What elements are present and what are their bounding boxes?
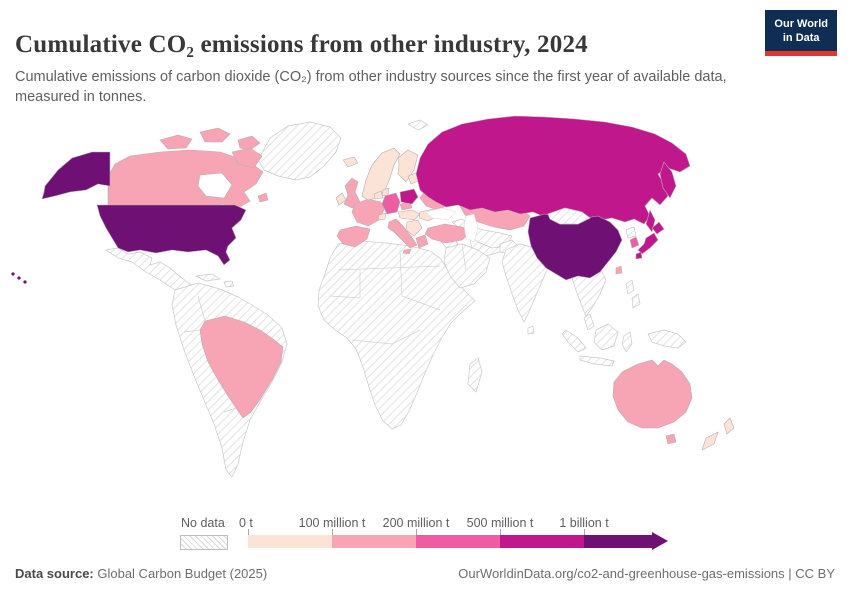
- country-germany[interactable]: [381, 192, 401, 215]
- legend-tickmark: [248, 529, 249, 535]
- country-switzerland[interactable]: [377, 212, 387, 221]
- country-svalbard[interactable]: [407, 119, 429, 131]
- black-sea: [425, 207, 457, 221]
- country-france[interactable]: [351, 198, 385, 227]
- country-russia-sakhalin[interactable]: [645, 209, 656, 233]
- map-layer: [11, 115, 735, 478]
- country-hawaii-3[interactable]: [23, 280, 27, 284]
- country-mongolia-overlay[interactable]: [547, 207, 591, 225]
- country-canada-newfoundland[interactable]: [257, 192, 269, 203]
- legend-tickmark: [332, 529, 333, 535]
- island-borneo[interactable]: [593, 323, 619, 351]
- legend-no-data-swatch[interactable]: [180, 535, 228, 550]
- country-ireland[interactable]: [335, 192, 347, 206]
- country-sicily[interactable]: [402, 248, 412, 255]
- island-sumatra[interactable]: [561, 329, 587, 353]
- legend-swatch-bin2[interactable]: [416, 535, 500, 548]
- country-hawaii-2[interactable]: [17, 276, 21, 280]
- country-philippines[interactable]: [625, 279, 635, 295]
- country-new-zealand-north[interactable]: [723, 417, 735, 435]
- country-south-korea[interactable]: [629, 236, 640, 249]
- africa-borders: [329, 249, 441, 345]
- legend-swatch-bin4[interactable]: [584, 535, 652, 548]
- country-canada-arctic-1[interactable]: [159, 134, 193, 150]
- data-source: Data source: Global Carbon Budget (2025): [15, 566, 267, 581]
- region-africa[interactable]: [317, 240, 476, 430]
- country-australia[interactable]: [612, 359, 693, 429]
- country-canada-baffin[interactable]: [231, 147, 263, 169]
- country-greenland[interactable]: [257, 121, 342, 181]
- island-new-guinea[interactable]: [647, 329, 687, 349]
- owid-logo-line1: Our World: [774, 18, 828, 30]
- country-japan-hokkaido[interactable]: [651, 221, 665, 235]
- country-austria-hungary[interactable]: [397, 209, 421, 221]
- legend-tick-3: 500 million t: [466, 516, 534, 530]
- arabia-borders: [461, 243, 467, 271]
- region-arabia[interactable]: [443, 243, 491, 289]
- attribution-link[interactable]: OurWorldinData.org/co2-and-greenhouse-ga…: [458, 566, 835, 581]
- country-greece[interactable]: [415, 234, 429, 249]
- country-japan-honshu[interactable]: [637, 232, 659, 255]
- country-russia[interactable]: [415, 115, 691, 225]
- country-hispaniola[interactable]: [223, 280, 235, 288]
- country-united-states[interactable]: [96, 204, 247, 266]
- legend-tickmark: [416, 529, 417, 535]
- country-russia-kamchatka[interactable]: [659, 161, 677, 199]
- country-taiwan[interactable]: [615, 265, 623, 275]
- legend-tickmark: [584, 529, 585, 535]
- legend-tick-2: 200 million t: [382, 516, 450, 530]
- country-alaska[interactable]: [41, 151, 111, 200]
- country-tasmania[interactable]: [665, 433, 677, 445]
- map-legend: No data 0 t 100 million t 200 million t …: [0, 512, 850, 556]
- caspian-sea: [463, 213, 479, 243]
- owid-logo[interactable]: Our World in Data: [765, 10, 837, 56]
- country-new-zealand-south[interactable]: [701, 431, 719, 451]
- legend-swatch-bin1[interactable]: [332, 535, 416, 548]
- data-source-label: Data source:: [15, 566, 94, 581]
- legend-tickmark: [500, 529, 501, 535]
- country-canada-arctic-3[interactable]: [237, 135, 261, 151]
- legend-no-data-label: No data: [181, 516, 225, 530]
- country-sri-lanka[interactable]: [527, 325, 535, 335]
- legend-swatch-bin0[interactable]: [248, 535, 332, 548]
- page-title: Cumulative CO₂ emissions from other indu…: [15, 30, 588, 58]
- chart-subtitle: Cumulative emissions of carbon dioxide (…: [15, 68, 727, 105]
- country-brazil[interactable]: [199, 315, 284, 419]
- country-benelux[interactable]: [373, 190, 384, 200]
- country-iceland[interactable]: [342, 156, 359, 168]
- country-spain[interactable]: [336, 225, 371, 248]
- island-sulawesi[interactable]: [621, 331, 633, 353]
- country-poland[interactable]: [399, 188, 419, 205]
- country-north-korea[interactable]: [625, 226, 637, 239]
- region-malay-peninsula[interactable]: [583, 313, 595, 331]
- country-balkans[interactable]: [405, 219, 423, 237]
- island-java[interactable]: [579, 355, 615, 367]
- legend-tick-1: 100 million t: [298, 516, 366, 530]
- legend-tick-0: 0 t: [239, 516, 253, 530]
- country-hawaii-1[interactable]: [11, 272, 15, 276]
- owid-logo-line2: in Data: [782, 32, 820, 45]
- country-cuba[interactable]: [195, 273, 221, 282]
- country-madagascar[interactable]: [467, 357, 483, 393]
- data-source-value: Global Carbon Budget (2025): [93, 566, 268, 581]
- south-america-borders: [183, 295, 237, 413]
- country-italy[interactable]: [387, 218, 418, 249]
- country-japan-kyushu[interactable]: [635, 251, 643, 260]
- country-canada-arctic-2[interactable]: [199, 127, 231, 143]
- legend-tick-4: 1 billion t: [559, 516, 609, 530]
- legend-arrow-head: [652, 532, 668, 550]
- legend-swatch-bin3[interactable]: [500, 535, 584, 548]
- world-choropleth-map[interactable]: [0, 100, 850, 510]
- country-turkey[interactable]: [424, 223, 471, 244]
- country-philippines-south[interactable]: [631, 293, 641, 309]
